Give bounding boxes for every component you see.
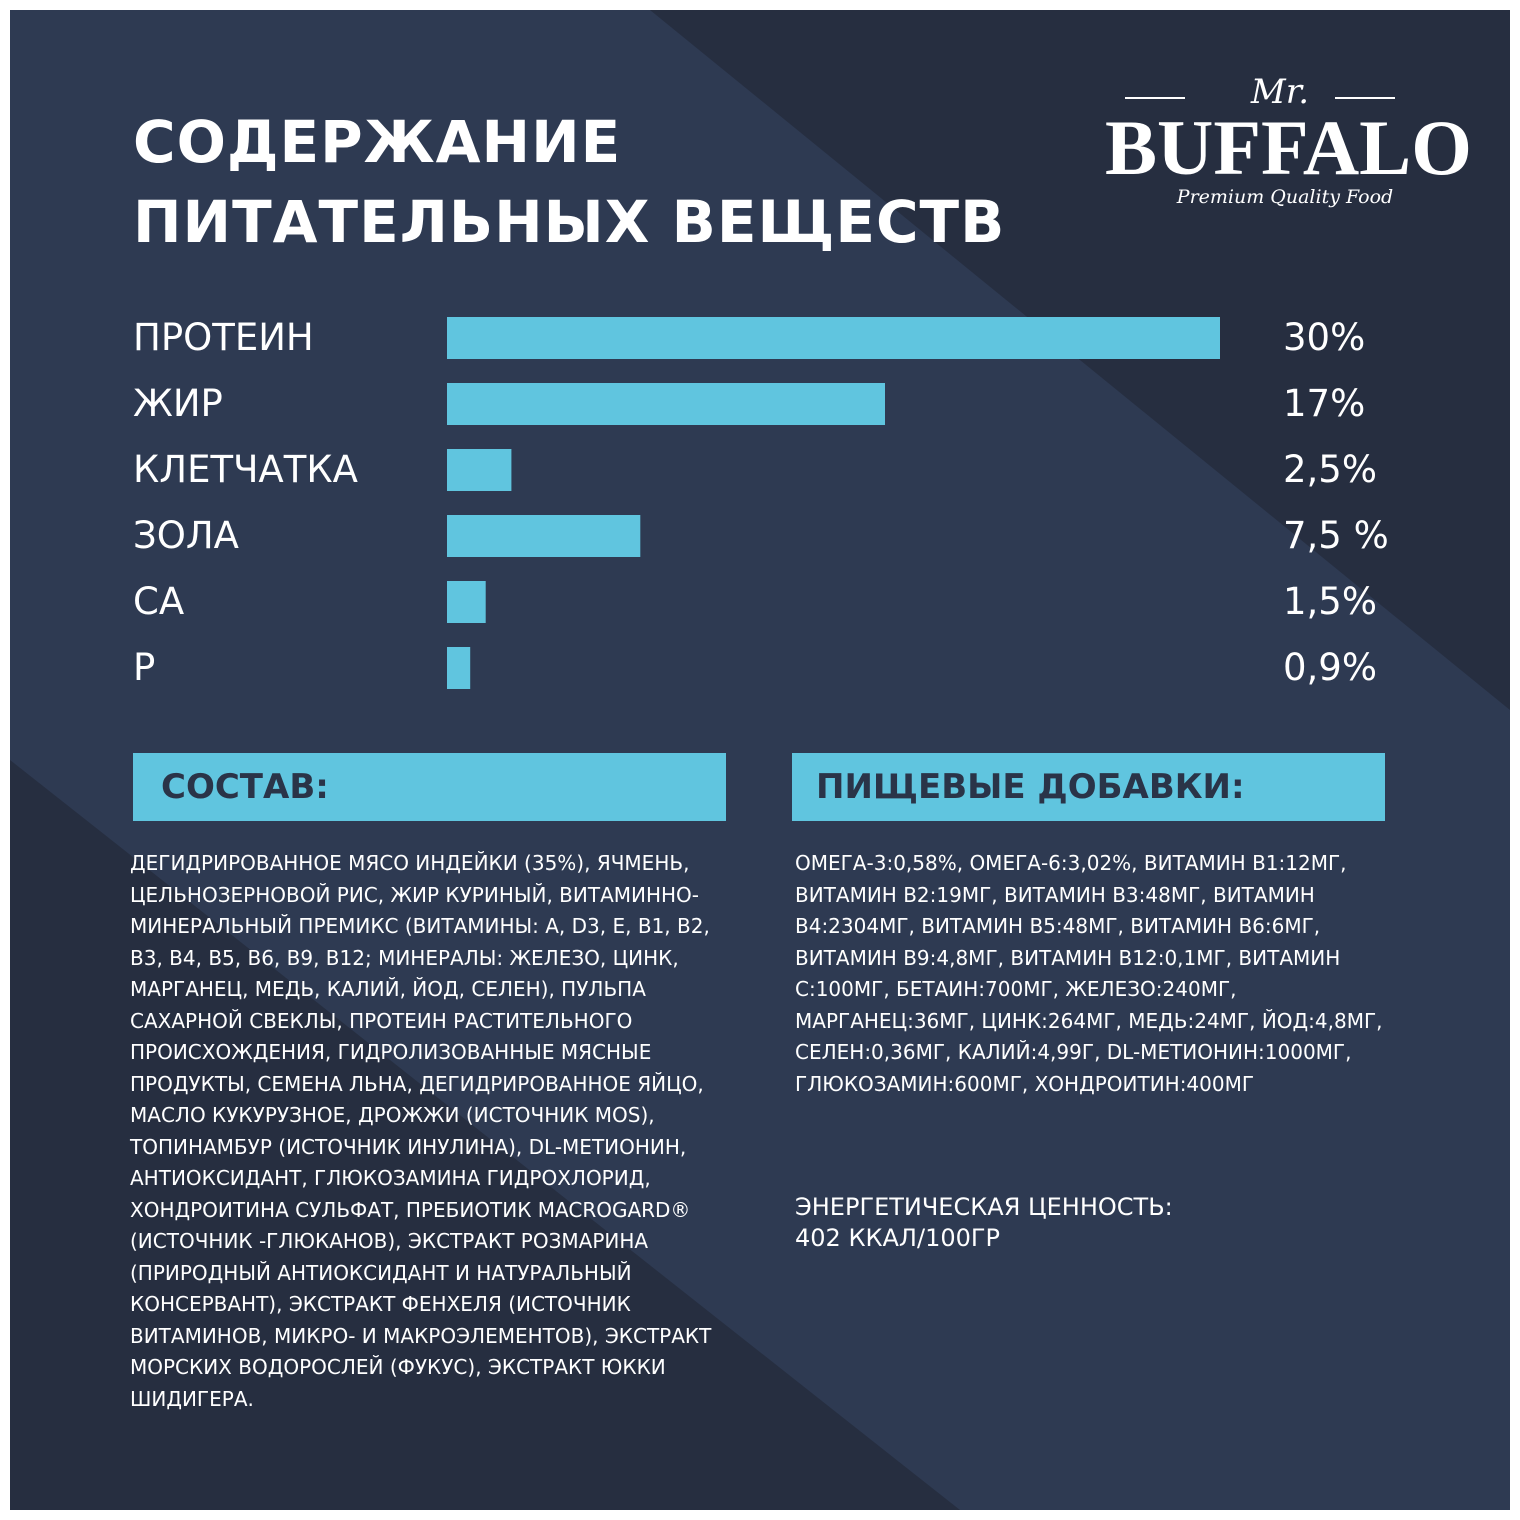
bar-label-0: ПРОТЕИН (133, 316, 314, 359)
bar-label-5: P (133, 646, 155, 689)
bar-value-label-1: 17% (1283, 382, 1365, 425)
bar-label-4: CA (133, 580, 184, 623)
bar-label-1: ЖИР (133, 382, 223, 425)
bar-3 (447, 515, 641, 557)
logo-brand-name: BUFFALO (1105, 104, 1472, 191)
nutrient-bar-chart: ПРОТЕИН 30% ЖИР 17% КЛЕТЧАТКА 2,5% ЗОЛА 7,5 % CA… (10, 10, 1510, 710)
bar-value-label-4: 1,5% (1283, 580, 1377, 623)
logo-rule-left (1125, 97, 1185, 99)
nutrient-bar-chart-svg: ПРОТЕИН 30% ЖИР 17% КЛЕТЧАТКА 2,5% ЗОЛА 7,5 % CA… (133, 316, 1389, 689)
bar-5 (447, 647, 471, 689)
bar-label-2: КЛЕТЧАТКА (133, 448, 358, 491)
bar-label-3: ЗОЛА (133, 514, 239, 557)
logo-mr: Mr. (1250, 72, 1310, 112)
composition-text: ДЕГИДРИРОВАННОЕ МЯСО ИНДЕЙКИ (35%), ЯЧМЕ… (130, 851, 712, 1411)
logo-rule-right (1335, 97, 1395, 99)
composition-header: СОСТАВ: (133, 753, 726, 821)
brand-logo: Mr. BUFFALO Premium Quality Food (1105, 72, 1472, 222)
energy-value-block: ЭНЕРГЕТИЧЕСКАЯ ЦЕННОСТЬ: 402 ККАЛ/100ГР (795, 1192, 1355, 1254)
bar-value-label-2: 2,5% (1283, 448, 1377, 491)
title-line-2: ПИТАТЕЛЬНЫХ ВЕЩЕСТВ (133, 188, 1006, 256)
bar-value-label-3: 7,5 % (1283, 514, 1389, 557)
background-dark-triangle-bottom (10, 760, 960, 1510)
bar-2 (447, 449, 512, 491)
bar-1 (447, 383, 885, 425)
additives-text: ОМЕГА-3:0,58%, ОМЕГА-6:3,02%, ВИТАМИН B1… (795, 851, 1383, 1096)
page-title: СОДЕРЖАНИЕ ПИТАТЕЛЬНЫХ ВЕЩЕСТВ (133, 102, 1005, 262)
background-dark-triangle-top (650, 10, 1510, 710)
title-line-1: СОДЕРЖАНИЕ (133, 108, 622, 176)
energy-label: ЭНЕРГЕТИЧЕСКАЯ ЦЕННОСТЬ: (795, 1193, 1173, 1221)
bar-value-label-5: 0,9% (1283, 646, 1377, 689)
energy-value: 402 ККАЛ/100ГР (795, 1224, 1000, 1252)
infographic-panel: СОДЕРЖАНИЕ ПИТАТЕЛЬНЫХ ВЕЩЕСТВ Mr. BUFFA… (10, 10, 1510, 1510)
logo-tagline: Premium Quality Food (1176, 186, 1394, 208)
bar-value-label-0: 30% (1283, 316, 1365, 359)
additives-header: ПИЩЕВЫЕ ДОБАВКИ: (792, 753, 1385, 821)
bar-0 (447, 317, 1220, 359)
bar-4 (447, 581, 486, 623)
